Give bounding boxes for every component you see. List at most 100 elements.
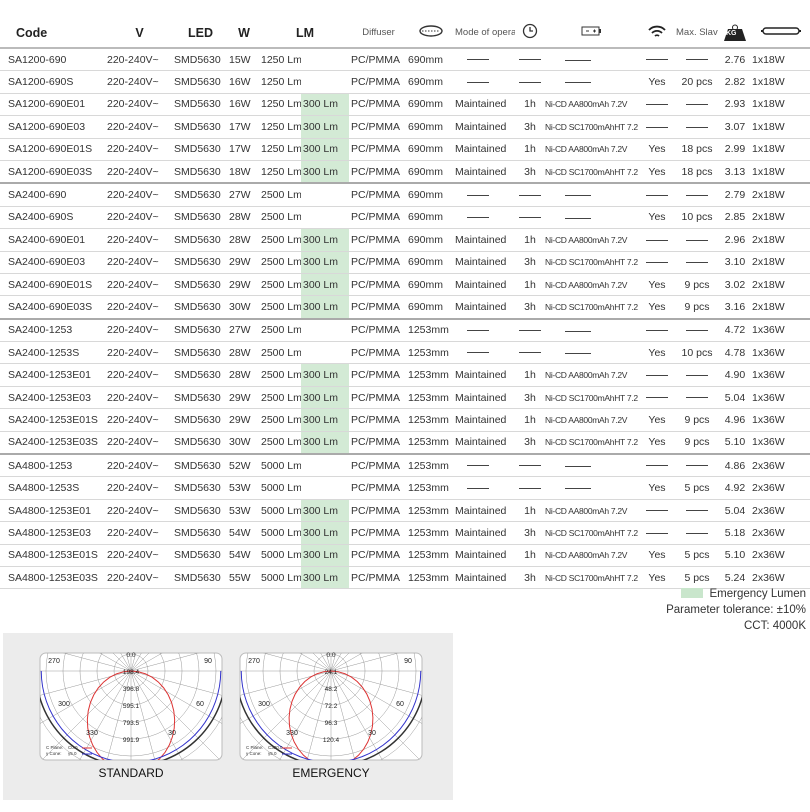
grid-ray xyxy=(130,670,222,760)
cell: Yes xyxy=(638,206,674,230)
cell: PC/PMMA xyxy=(349,544,406,567)
cell: 1h xyxy=(515,138,543,161)
cell: 2.99 xyxy=(718,138,750,161)
cell: SMD5630 xyxy=(172,138,227,161)
header: Mode of operation xyxy=(453,18,515,49)
cell: 1x36W xyxy=(750,363,810,387)
cell: 1h xyxy=(515,273,543,297)
cell: 2500 Lm xyxy=(259,251,301,274)
cct: CCT: 4000K xyxy=(743,620,806,632)
grid-ray xyxy=(330,653,422,672)
dash xyxy=(565,82,591,84)
cell: 1h xyxy=(515,544,543,567)
cell: SA2400-690E03S xyxy=(0,295,105,320)
cell xyxy=(515,318,543,343)
cell: 1h xyxy=(515,408,543,432)
grid-ray xyxy=(97,670,132,760)
header: Diffuser xyxy=(349,18,406,49)
cell: 18 pcs xyxy=(674,160,718,185)
angle-label: 300 xyxy=(58,701,70,708)
cell: 9 pcs xyxy=(674,408,718,432)
cell: Yes xyxy=(638,341,674,365)
cell: 3.02 xyxy=(718,273,750,297)
cell: 1250 Lm xyxy=(259,70,301,94)
row: SA2400-1253S 220-240V~ SMD5630 28W 2500 Lm PC… xyxy=(0,341,810,365)
cell: PC/PMMA xyxy=(349,521,406,545)
cell: 1253mm xyxy=(406,363,453,387)
cell: SA4800-1253S xyxy=(0,476,105,500)
dash xyxy=(565,59,591,61)
cell: 2500 Lm xyxy=(259,273,301,297)
cell: 10 pcs xyxy=(674,341,718,365)
cell xyxy=(515,183,543,207)
cell: SA2400-690S xyxy=(0,206,105,230)
grid-ray xyxy=(330,670,422,760)
cell: SMD5630 xyxy=(172,183,227,207)
cell: Yes xyxy=(638,138,674,161)
cell: SA2400-690E01S xyxy=(0,273,105,297)
row: SA1200-690E03S 220-240V~ SMD5630 18W 1250 Lm… xyxy=(0,160,810,185)
cell: 2x18W xyxy=(750,206,810,230)
cell: 220-240V~ xyxy=(105,476,172,500)
grid-ray xyxy=(240,670,332,760)
cell: SA2400-1253E01 xyxy=(0,363,105,387)
emergency-lumen xyxy=(301,70,349,94)
cell: PC/PMMA xyxy=(349,228,406,252)
cell: 54W xyxy=(227,544,259,567)
tolerance: Parameter tolerance: ±10% xyxy=(666,604,806,616)
cell: 10 pcs xyxy=(674,206,718,230)
grid-ray xyxy=(130,670,165,760)
scale-label: 0.0 xyxy=(126,652,135,659)
cell: SMD5630 xyxy=(172,48,227,72)
cell: Yes xyxy=(638,160,674,185)
grid-ray xyxy=(240,670,332,705)
cell: 2500 Lm xyxy=(259,295,301,320)
dash xyxy=(686,239,708,241)
row: SA2400-1253E03 220-240V~ SMD5630 29W 2500 Lm… xyxy=(0,386,810,410)
emergency-lumen xyxy=(301,454,349,478)
cell xyxy=(674,48,718,72)
cell: Maintained xyxy=(453,228,515,252)
grid-ray xyxy=(240,670,332,737)
grid-ray xyxy=(330,670,422,705)
cell: 9 pcs xyxy=(674,273,718,297)
dash xyxy=(686,104,708,106)
cell: 2x36W xyxy=(750,499,810,523)
dash xyxy=(686,510,708,512)
cell: PC/PMMA xyxy=(349,363,406,387)
cell: 28W xyxy=(227,363,259,387)
cell: 1h xyxy=(515,363,543,387)
dash xyxy=(519,59,541,61)
scale-label: 48.2 xyxy=(325,686,338,693)
angle-label: 330 xyxy=(286,730,298,737)
cell: Ni-CD AA800mAh 7.2V xyxy=(543,138,638,161)
cell: Yes xyxy=(638,476,674,500)
cell: 5000 Lm xyxy=(259,499,301,523)
emergency-lumen: 300 Lm xyxy=(301,138,349,161)
grid-ray xyxy=(240,653,332,672)
cell: Ni-CD AA800mAh 7.2V xyxy=(543,273,638,297)
grid-ray xyxy=(130,670,197,760)
cell: 1x18W xyxy=(750,160,810,185)
cell: 690mm xyxy=(406,70,453,94)
cell: 2.79 xyxy=(718,183,750,207)
cell: 2x18W xyxy=(750,183,810,207)
blue-curve xyxy=(240,670,422,760)
header: Code xyxy=(0,18,105,49)
cell: 3h xyxy=(515,386,543,410)
cell xyxy=(543,318,638,343)
cell xyxy=(453,70,515,94)
cell xyxy=(674,318,718,343)
cell: PC/PMMA xyxy=(349,273,406,297)
cell: 2500 Lm xyxy=(259,363,301,387)
cell xyxy=(515,70,543,94)
row: SA2400-1253E01S 220-240V~ SMD5630 29W 2500 L… xyxy=(0,408,810,432)
cell: 2x36W xyxy=(750,454,810,478)
cell: 1x18W xyxy=(750,93,810,117)
cell: 220-240V~ xyxy=(105,544,172,567)
cell: 1253mm xyxy=(406,408,453,432)
cell: 220-240V~ xyxy=(105,408,172,432)
dash xyxy=(686,465,708,467)
grid-ray xyxy=(40,670,132,760)
cell xyxy=(453,183,515,207)
